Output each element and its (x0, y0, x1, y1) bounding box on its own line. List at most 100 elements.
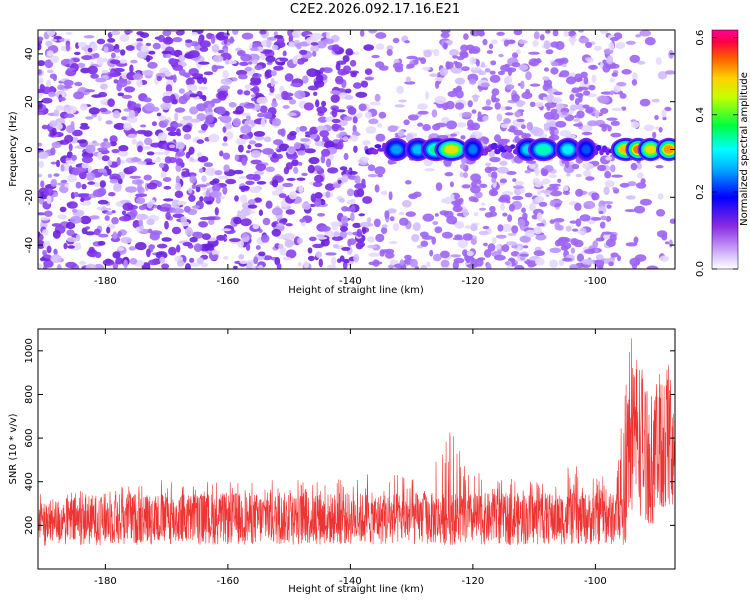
x-tick-label: -160 (217, 576, 240, 587)
noise-patch (543, 124, 550, 132)
noise-patch (537, 181, 547, 185)
noise-patch (135, 242, 147, 251)
noise-patch (525, 71, 532, 81)
noise-patch (303, 261, 310, 269)
noise-patch (604, 180, 615, 188)
noise-patch (353, 189, 361, 198)
noise-patch (562, 63, 567, 68)
noise-patch (491, 177, 497, 183)
noise-patch (257, 264, 264, 269)
noise-patch (511, 62, 521, 68)
noise-patch (610, 132, 622, 138)
colorbar-gradient (712, 30, 738, 269)
noise-patch (205, 182, 211, 186)
noise-patch (604, 171, 612, 179)
noise-patch (533, 31, 540, 40)
figure-title: C2E2.2026.092.17.16.E21 (289, 2, 461, 17)
noise-patch (249, 47, 259, 52)
noise-patch (107, 38, 116, 43)
noise-patch (480, 82, 490, 88)
noise-patch (160, 171, 167, 179)
noise-patch (70, 243, 82, 251)
noise-patch (282, 182, 294, 188)
noise-patch (83, 35, 95, 39)
noise-patch (495, 234, 507, 239)
noise-patch (149, 231, 160, 241)
noise-patch (610, 252, 619, 258)
noise-patch (123, 259, 128, 269)
noise-patch (562, 257, 573, 262)
noise-patch (137, 160, 147, 165)
noise-patch (441, 231, 453, 239)
noise-patch (593, 45, 602, 51)
noise-patch (185, 39, 193, 43)
noise-patch (516, 118, 525, 123)
noise-patch (529, 101, 536, 108)
noise-patch (174, 112, 179, 121)
noise-patch (582, 104, 590, 109)
noise-patch (46, 245, 52, 254)
noise-patch (399, 259, 405, 266)
noise-patch (611, 107, 623, 111)
noise-patch (332, 183, 341, 189)
noise-patch (112, 110, 121, 119)
noise-patch (302, 75, 309, 84)
noise-patch (630, 121, 640, 129)
noise-patch (278, 243, 284, 249)
noise-patch (429, 249, 434, 257)
noise-patch (591, 74, 597, 84)
noise-patch (569, 220, 578, 224)
noise-patch (314, 192, 323, 199)
noise-patch (207, 103, 213, 113)
noise-patch (554, 239, 561, 247)
noise-patch (363, 44, 375, 51)
noise-patch (368, 30, 377, 34)
noise-patch (643, 124, 655, 132)
noise-patch (137, 145, 143, 153)
noise-patch (355, 91, 368, 98)
noise-patch (565, 76, 577, 85)
noise-patch (205, 200, 213, 205)
noise-patch (38, 36, 44, 42)
noise-patch (335, 75, 344, 85)
noise-patch (50, 55, 59, 64)
noise-patch (276, 223, 285, 227)
noise-patch (107, 98, 115, 107)
noise-patch (478, 183, 488, 188)
noise-patch (489, 205, 496, 213)
noise-patch (220, 85, 231, 91)
noise-patch (97, 199, 109, 205)
noise-patch (171, 226, 182, 235)
noise-patch (324, 183, 336, 191)
noise-patch (97, 147, 108, 152)
signal-band-patch (494, 148, 501, 155)
noise-patch (318, 116, 328, 123)
noise-patch (73, 191, 79, 198)
noise-patch (42, 250, 48, 256)
noise-patch (234, 154, 239, 162)
noise-patch (38, 173, 43, 178)
signal-band-patch (510, 144, 516, 150)
noise-patch (565, 225, 572, 232)
noise-patch (652, 131, 657, 139)
noise-patch (489, 211, 497, 217)
noise-patch (326, 31, 331, 40)
noise-patch (342, 136, 349, 142)
colorbar-tick-label: 0.6 (695, 30, 706, 46)
noise-patch (68, 143, 73, 152)
noise-patch (43, 259, 54, 268)
colorbar-frame (711, 29, 739, 270)
noise-patch (481, 106, 493, 111)
noise-patch (63, 242, 68, 250)
noise-patch (314, 141, 327, 147)
noise-patch (319, 130, 330, 138)
noise-patch (257, 112, 265, 118)
noise-patch (109, 59, 121, 64)
noise-patch (541, 169, 549, 176)
noise-patch (599, 221, 606, 229)
noise-patch (77, 139, 87, 144)
noise-patch (256, 96, 269, 105)
noise-patch (441, 30, 451, 34)
noise-patch (141, 145, 152, 151)
noise-patch (559, 70, 570, 78)
